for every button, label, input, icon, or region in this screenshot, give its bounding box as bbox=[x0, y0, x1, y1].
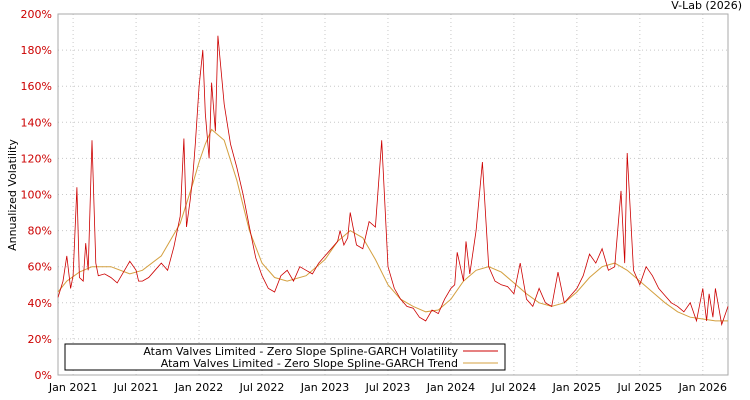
y-tick-label: 0% bbox=[35, 369, 52, 382]
y-tick-label: 40% bbox=[28, 297, 52, 310]
x-tick-label: Jul 2022 bbox=[239, 381, 285, 394]
legend-label-volatility: Atam Valves Limited - Zero Slope Spline-… bbox=[143, 345, 458, 358]
y-tick-label: 80% bbox=[28, 225, 52, 238]
x-tick-label: Jan 2026 bbox=[678, 381, 727, 394]
y-axis-label: Annualized Volatility bbox=[6, 139, 19, 251]
x-tick-label: Jan 2021 bbox=[48, 381, 97, 394]
x-tick-label: Jul 2021 bbox=[113, 381, 159, 394]
x-tick-label: Jan 2022 bbox=[174, 381, 223, 394]
y-tick-label: 120% bbox=[21, 152, 52, 165]
credit-label: V-Lab (2026) bbox=[671, 0, 742, 12]
grid bbox=[58, 14, 728, 375]
y-tick-label: 100% bbox=[21, 189, 52, 202]
y-tick-label: 140% bbox=[21, 116, 52, 129]
x-tick-label: Jul 2023 bbox=[365, 381, 411, 394]
y-tick-label: 60% bbox=[28, 261, 52, 274]
x-tick-label: Jan 2025 bbox=[552, 381, 601, 394]
y-tick-label: 200% bbox=[21, 8, 52, 21]
x-tick-label: Jul 2025 bbox=[616, 381, 662, 394]
x-tick-label: Jan 2024 bbox=[426, 381, 475, 394]
series-volatility-line bbox=[57, 35, 729, 327]
x-axis: Jan 2021 Jul 2021 Jan 2022 Jul 2022 Jan 2023… bbox=[48, 381, 727, 394]
legend-label-trend: Atam Valves Limited - Zero Slope Spline-… bbox=[161, 357, 458, 370]
x-tick-label: Jan 2023 bbox=[300, 381, 349, 394]
y-tick-label: 20% bbox=[28, 333, 52, 346]
x-tick-label: Jul 2024 bbox=[491, 381, 537, 394]
plot-frame bbox=[57, 13, 729, 376]
y-axis: 0% 20% 40% 60% 80% 100% 120% 140% 160% 180% 200% bbox=[21, 8, 52, 382]
legend: Atam Valves Limited - Zero Slope Spline-… bbox=[64, 343, 506, 371]
y-tick-label: 160% bbox=[21, 80, 52, 93]
legend-box bbox=[64, 343, 506, 371]
y-tick-label: 180% bbox=[21, 44, 52, 57]
